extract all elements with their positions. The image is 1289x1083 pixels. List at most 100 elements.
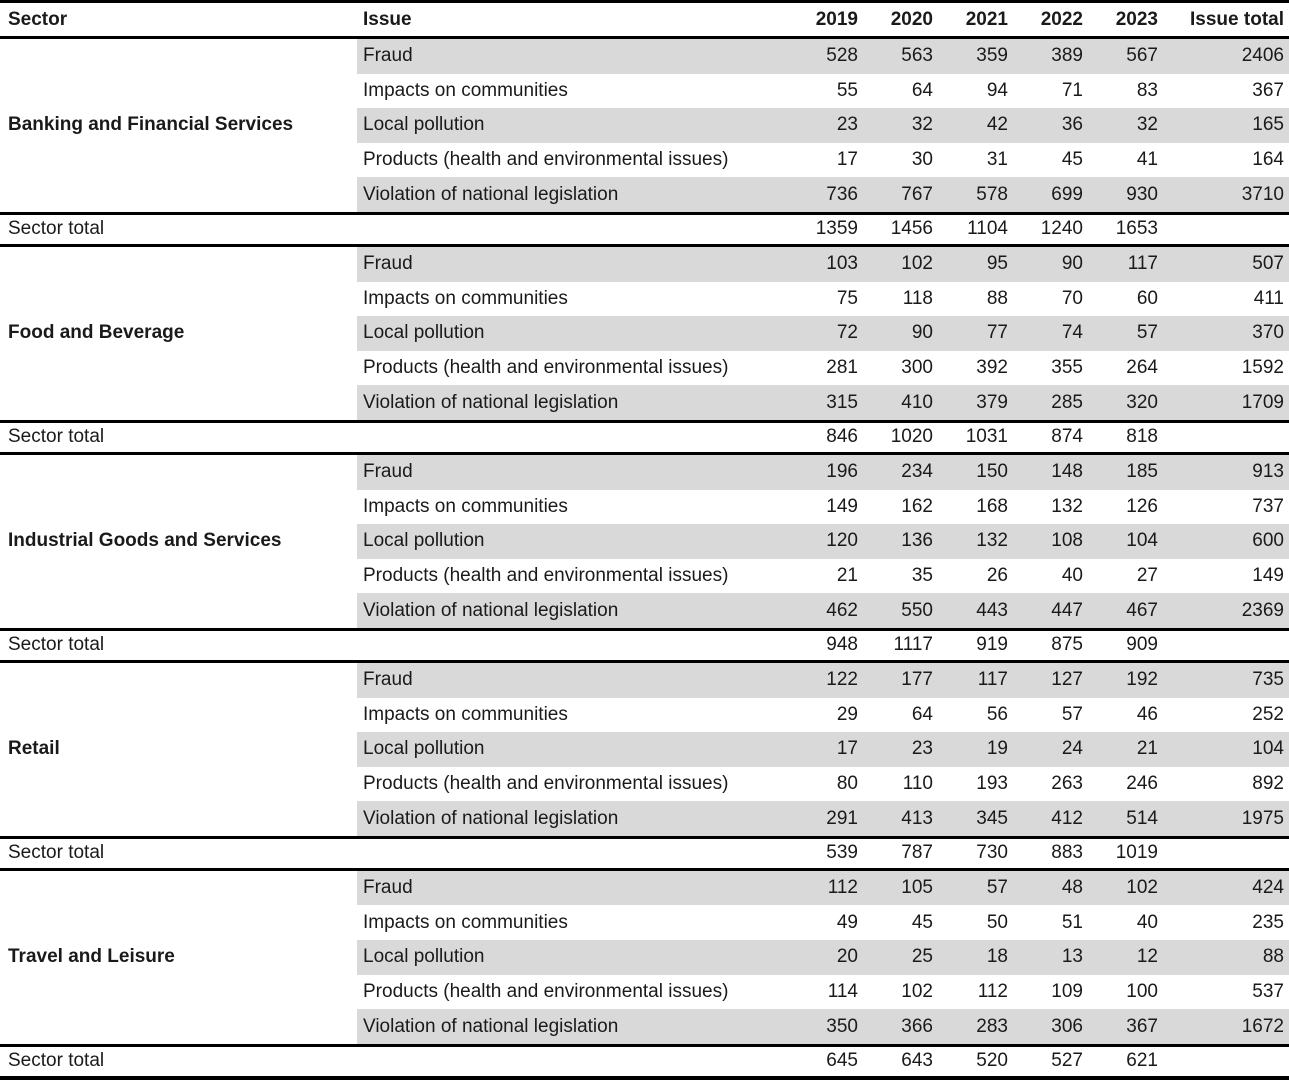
year-value-cell: 132 bbox=[1016, 489, 1091, 525]
year-value-cell: 31 bbox=[941, 142, 1016, 178]
sector-total-empty-cell bbox=[1166, 1043, 1289, 1080]
table-body: Banking and Financial Services Fraud 528 56… bbox=[0, 37, 1289, 1080]
issue-label-cell: Violation of national legislation bbox=[357, 177, 791, 214]
year-value-cell: 70 bbox=[1016, 281, 1091, 317]
issue-total-cell: 424 bbox=[1166, 869, 1289, 906]
year-value-cell: 36 bbox=[1016, 108, 1091, 143]
issue-row: Local pollution 72 90 77 74 57 370 bbox=[0, 316, 1289, 351]
issue-label-cell: Local pollution bbox=[357, 108, 791, 143]
year-value-cell: 514 bbox=[1091, 801, 1166, 838]
year-value-cell: 60 bbox=[1091, 281, 1166, 317]
issue-row: Local pollution 23 32 42 36 32 165 bbox=[0, 108, 1289, 143]
year-value-cell: 74 bbox=[1016, 316, 1091, 351]
issue-total-cell: 164 bbox=[1166, 142, 1289, 178]
year-value-cell: 234 bbox=[866, 453, 941, 490]
issue-label-cell: Local pollution bbox=[357, 524, 791, 559]
issue-label-cell: Local pollution bbox=[357, 316, 791, 351]
year-value-cell: 283 bbox=[941, 1009, 1016, 1046]
sector-total-empty-cell bbox=[1166, 835, 1289, 871]
sector-total-value-cell: 730 bbox=[941, 835, 1016, 871]
year-value-cell: 102 bbox=[866, 974, 941, 1010]
year-value-cell: 42 bbox=[941, 108, 1016, 143]
issue-label-cell: Impacts on communities bbox=[357, 489, 791, 525]
year-value-cell: 136 bbox=[866, 524, 941, 559]
issue-total-cell: 104 bbox=[1166, 732, 1289, 767]
year-value-cell: 162 bbox=[866, 489, 941, 525]
year-value-cell: 126 bbox=[1091, 489, 1166, 525]
issue-total-cell: 370 bbox=[1166, 316, 1289, 351]
sector-total-row: Sector total 948 1117 919 875 909 bbox=[0, 627, 1289, 663]
issue-label-cell: Products (health and environmental issue… bbox=[357, 350, 791, 386]
issue-row: Banking and Financial Services Fraud 528 56… bbox=[0, 37, 1289, 214]
sector-total-value-cell: 1653 bbox=[1091, 211, 1166, 247]
issue-row: Local pollution 120 136 132 108 104 600 bbox=[0, 524, 1289, 559]
issue-row: Impacts on communities 55 64 94 71 83 367 bbox=[0, 73, 1289, 109]
year-value-cell: 467 bbox=[1091, 593, 1166, 630]
sector-total-value-cell: 874 bbox=[1016, 419, 1091, 455]
issue-total-cell: 600 bbox=[1166, 524, 1289, 559]
col-header-2019: 2019 bbox=[791, 0, 866, 39]
year-value-cell: 345 bbox=[941, 801, 1016, 838]
year-value-cell: 83 bbox=[1091, 73, 1166, 109]
issue-total-cell: 411 bbox=[1166, 281, 1289, 317]
year-value-cell: 285 bbox=[1016, 385, 1091, 422]
sector-total-row: Sector total 539 787 730 883 1019 bbox=[0, 835, 1289, 871]
year-value-cell: 21 bbox=[791, 558, 866, 594]
year-value-cell: 48 bbox=[1016, 869, 1091, 906]
year-value-cell: 57 bbox=[941, 869, 1016, 906]
year-value-cell: 56 bbox=[941, 697, 1016, 733]
issue-label-cell: Fraud bbox=[357, 37, 791, 74]
year-value-cell: 563 bbox=[866, 37, 941, 74]
year-value-cell: 77 bbox=[941, 316, 1016, 351]
year-value-cell: 12 bbox=[1091, 940, 1166, 975]
issue-label-cell: Fraud bbox=[357, 661, 791, 698]
issue-label-cell: Impacts on communities bbox=[357, 73, 791, 109]
year-value-cell: 699 bbox=[1016, 177, 1091, 214]
issue-label-cell: Impacts on communities bbox=[357, 697, 791, 733]
col-header-2020: 2020 bbox=[866, 0, 941, 39]
issue-label-cell: Products (health and environmental issue… bbox=[357, 558, 791, 594]
sector-total-label: Sector total bbox=[0, 211, 791, 247]
year-value-cell: 120 bbox=[791, 524, 866, 559]
issue-label-cell: Violation of national legislation bbox=[357, 1009, 791, 1046]
year-value-cell: 102 bbox=[866, 245, 941, 282]
issue-total-cell: 2406 bbox=[1166, 37, 1289, 74]
sector-total-row: Sector total 846 1020 1031 874 818 bbox=[0, 419, 1289, 455]
issue-row: Impacts on communities 49 45 50 51 40 235 bbox=[0, 905, 1289, 941]
issue-total-cell: 737 bbox=[1166, 489, 1289, 525]
year-value-cell: 24 bbox=[1016, 732, 1091, 767]
sector-total-value-cell: 883 bbox=[1016, 835, 1091, 871]
year-value-cell: 23 bbox=[866, 732, 941, 767]
sector-total-value-cell: 1104 bbox=[941, 211, 1016, 247]
year-value-cell: 150 bbox=[941, 453, 1016, 490]
issue-total-cell: 1975 bbox=[1166, 801, 1289, 838]
year-value-cell: 46 bbox=[1091, 697, 1166, 733]
issue-total-cell: 1672 bbox=[1166, 1009, 1289, 1046]
year-value-cell: 90 bbox=[1016, 245, 1091, 282]
issue-label-cell: Products (health and environmental issue… bbox=[357, 766, 791, 802]
year-value-cell: 64 bbox=[866, 73, 941, 109]
sector-total-value-cell: 1240 bbox=[1016, 211, 1091, 247]
issue-row: Violation of national legislation 315 410 3… bbox=[0, 385, 1289, 422]
year-value-cell: 567 bbox=[1091, 37, 1166, 74]
sector-total-value-cell: 539 bbox=[791, 835, 866, 871]
year-value-cell: 13 bbox=[1016, 940, 1091, 975]
year-value-cell: 50 bbox=[941, 905, 1016, 941]
year-value-cell: 110 bbox=[866, 766, 941, 802]
sector-total-value-cell: 875 bbox=[1016, 627, 1091, 663]
year-value-cell: 413 bbox=[866, 801, 941, 838]
year-value-cell: 264 bbox=[1091, 350, 1166, 386]
year-value-cell: 578 bbox=[941, 177, 1016, 214]
issue-row: Violation of national legislation 462 550 4… bbox=[0, 593, 1289, 630]
year-value-cell: 930 bbox=[1091, 177, 1166, 214]
issue-label-cell: Fraud bbox=[357, 453, 791, 490]
issue-total-cell: 252 bbox=[1166, 697, 1289, 733]
issue-row: Products (health and environmental issue… bbox=[0, 974, 1289, 1010]
issue-total-cell: 2369 bbox=[1166, 593, 1289, 630]
sector-total-value-cell: 1456 bbox=[866, 211, 941, 247]
sector-total-value-cell: 909 bbox=[1091, 627, 1166, 663]
sector-total-value-cell: 1019 bbox=[1091, 835, 1166, 871]
year-value-cell: 528 bbox=[791, 37, 866, 74]
issue-row: Retail Fraud 122 177 117 127 192 735 bbox=[0, 661, 1289, 838]
